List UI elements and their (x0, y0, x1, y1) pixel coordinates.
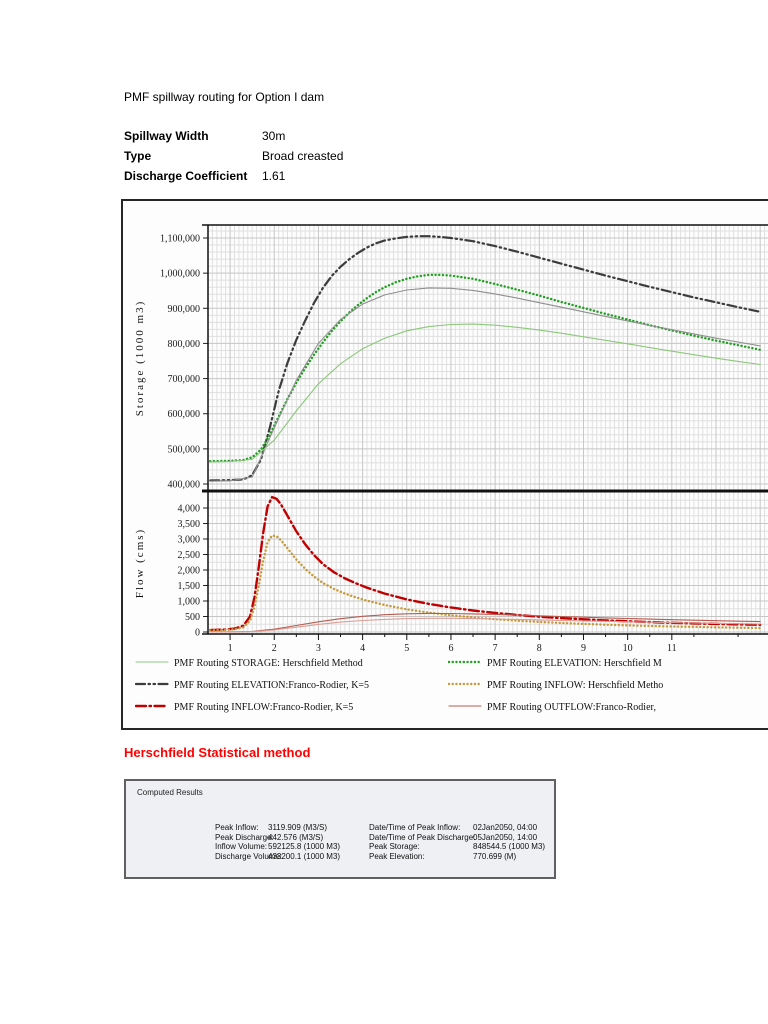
svg-text:6: 6 (448, 643, 453, 654)
param-row-type: Type Broad creasted (124, 149, 343, 163)
svg-text:1: 1 (228, 643, 233, 654)
result-label: Peak Elevation: (369, 851, 425, 861)
legend-line-sample (447, 680, 483, 691)
svg-text:2: 2 (272, 643, 277, 654)
svg-text:1,000: 1,000 (178, 597, 201, 608)
svg-text:4,000: 4,000 (178, 504, 201, 515)
result-label: Date/Time of Peak Discharge: (369, 832, 476, 842)
legend-line-sample (447, 658, 483, 669)
svg-text:3: 3 (316, 643, 321, 654)
document-title: PMF spillway routing for Option I dam (124, 90, 325, 104)
svg-text:1,100,000: 1,100,000 (160, 234, 200, 245)
svg-text:7: 7 (493, 643, 498, 654)
pmf-routing-chart: 400,000 500,000 600,000 700,000 800,000 900,0… (121, 199, 768, 730)
svg-text:800,000: 800,000 (168, 339, 201, 350)
svg-text:500: 500 (185, 612, 200, 623)
svg-text:2,500: 2,500 (178, 550, 201, 561)
legend-line-sample (448, 702, 482, 713)
storage-axis-label: Storage (1000 m3) (134, 299, 146, 417)
result-value: 442.576 (M3/S) (268, 832, 324, 842)
computed-results-grid: Peak Inflow: 3119.909 (M3/S) Date/Time of … (215, 823, 545, 861)
svg-text:1,000,000: 1,000,000 (160, 269, 200, 280)
svg-text:900,000: 900,000 (168, 304, 201, 315)
svg-text:500,000: 500,000 (168, 444, 201, 455)
result-value: 3119.909 (M3/S) (268, 823, 327, 832)
chart-legend: PMF Routing STORAGE: Herschfield Method … (134, 657, 767, 714)
legend-label: PMF Routing ELEVATION: Herschfield M (487, 658, 662, 669)
legend-label: PMF Routing STORAGE: Herschfield Method (174, 658, 363, 669)
legend-label: PMF Routing ELEVATION:Franco-Rodier, K=5 (174, 680, 370, 691)
legend-item: PMF Routing OUTFLOW:Franco-Rodier, (448, 701, 767, 714)
result-label: Peak Discharge: (215, 832, 274, 842)
legend-line-sample (135, 658, 169, 669)
param-label: Discharge Coefficient (124, 169, 248, 183)
result-label: Date/Time of Peak Inflow: (369, 823, 461, 832)
result-value: 848544.5 (1000 M3) (473, 842, 546, 852)
legend-label: PMF Routing INFLOW: Herschfield Metho (487, 680, 664, 691)
legend-item: PMF Routing INFLOW: Herschfield Metho (447, 679, 767, 692)
legend-item: PMF Routing ELEVATION:Franco-Rodier, K=5 (134, 679, 448, 692)
legend-item: PMF Routing INFLOW:Franco-Rodier, K=5 (134, 701, 448, 714)
computed-results-panel: Computed Results Peak Inflow: 3119.909 (M… (124, 779, 556, 879)
svg-text:4: 4 (360, 643, 365, 654)
svg-text:600,000: 600,000 (168, 409, 201, 420)
legend-item: PMF Routing ELEVATION: Herschfield M (447, 657, 767, 670)
result-value: 592125.8 (1000 M3) (268, 842, 341, 852)
svg-text:5: 5 (404, 643, 409, 654)
svg-text:9: 9 (581, 643, 586, 654)
result-value: 770.699 (M) (473, 851, 517, 861)
param-label: Type (124, 149, 152, 163)
svg-text:3,000: 3,000 (178, 535, 201, 546)
svg-text:400,000: 400,000 (168, 480, 201, 491)
computed-results-title: Computed Results (137, 788, 203, 797)
flow-axis-label: Flow (cms) (134, 527, 146, 599)
legend-item: PMF Routing STORAGE: Herschfield Method (135, 657, 448, 670)
legend-line-sample (134, 702, 170, 713)
chart-canvas: 400,000 500,000 600,000 700,000 800,000 900,0… (160, 224, 768, 654)
svg-text:11: 11 (667, 643, 677, 654)
param-value: 30m (262, 129, 286, 143)
result-label: Inflow Volume: (215, 842, 268, 852)
svg-text:0: 0 (195, 628, 200, 639)
svg-text:700,000: 700,000 (168, 374, 201, 385)
result-value: 02Jan2050, 04:00 (473, 823, 538, 832)
svg-text:2,000: 2,000 (178, 566, 201, 577)
svg-text:8: 8 (537, 643, 542, 654)
param-value: 1.61 (262, 169, 286, 183)
legend-line-sample (134, 680, 170, 691)
legend-label: PMF Routing INFLOW:Franco-Rodier, K=5 (174, 702, 354, 713)
param-row-spillway-width: Spillway Width 30m (124, 129, 285, 143)
result-value: 433200.1 (1000 M3) (268, 851, 341, 861)
param-label: Spillway Width (124, 129, 209, 143)
result-label: Peak Inflow: (215, 823, 259, 832)
legend-label: PMF Routing OUTFLOW:Franco-Rodier, (487, 702, 656, 713)
param-value: Broad creasted (262, 149, 344, 163)
svg-text:1,500: 1,500 (178, 581, 201, 592)
param-row-discharge-coefficient: Discharge Coefficient 1.61 (124, 169, 285, 183)
result-value: 05Jan2050, 14:00 (473, 832, 538, 842)
svg-text:10: 10 (623, 643, 633, 654)
svg-text:3,500: 3,500 (178, 519, 201, 530)
result-label: Peak Storage: (369, 842, 420, 852)
result-label: Discharge Volume: (215, 851, 283, 861)
section-heading-herschfield: Herschfield Statistical method (124, 745, 311, 760)
